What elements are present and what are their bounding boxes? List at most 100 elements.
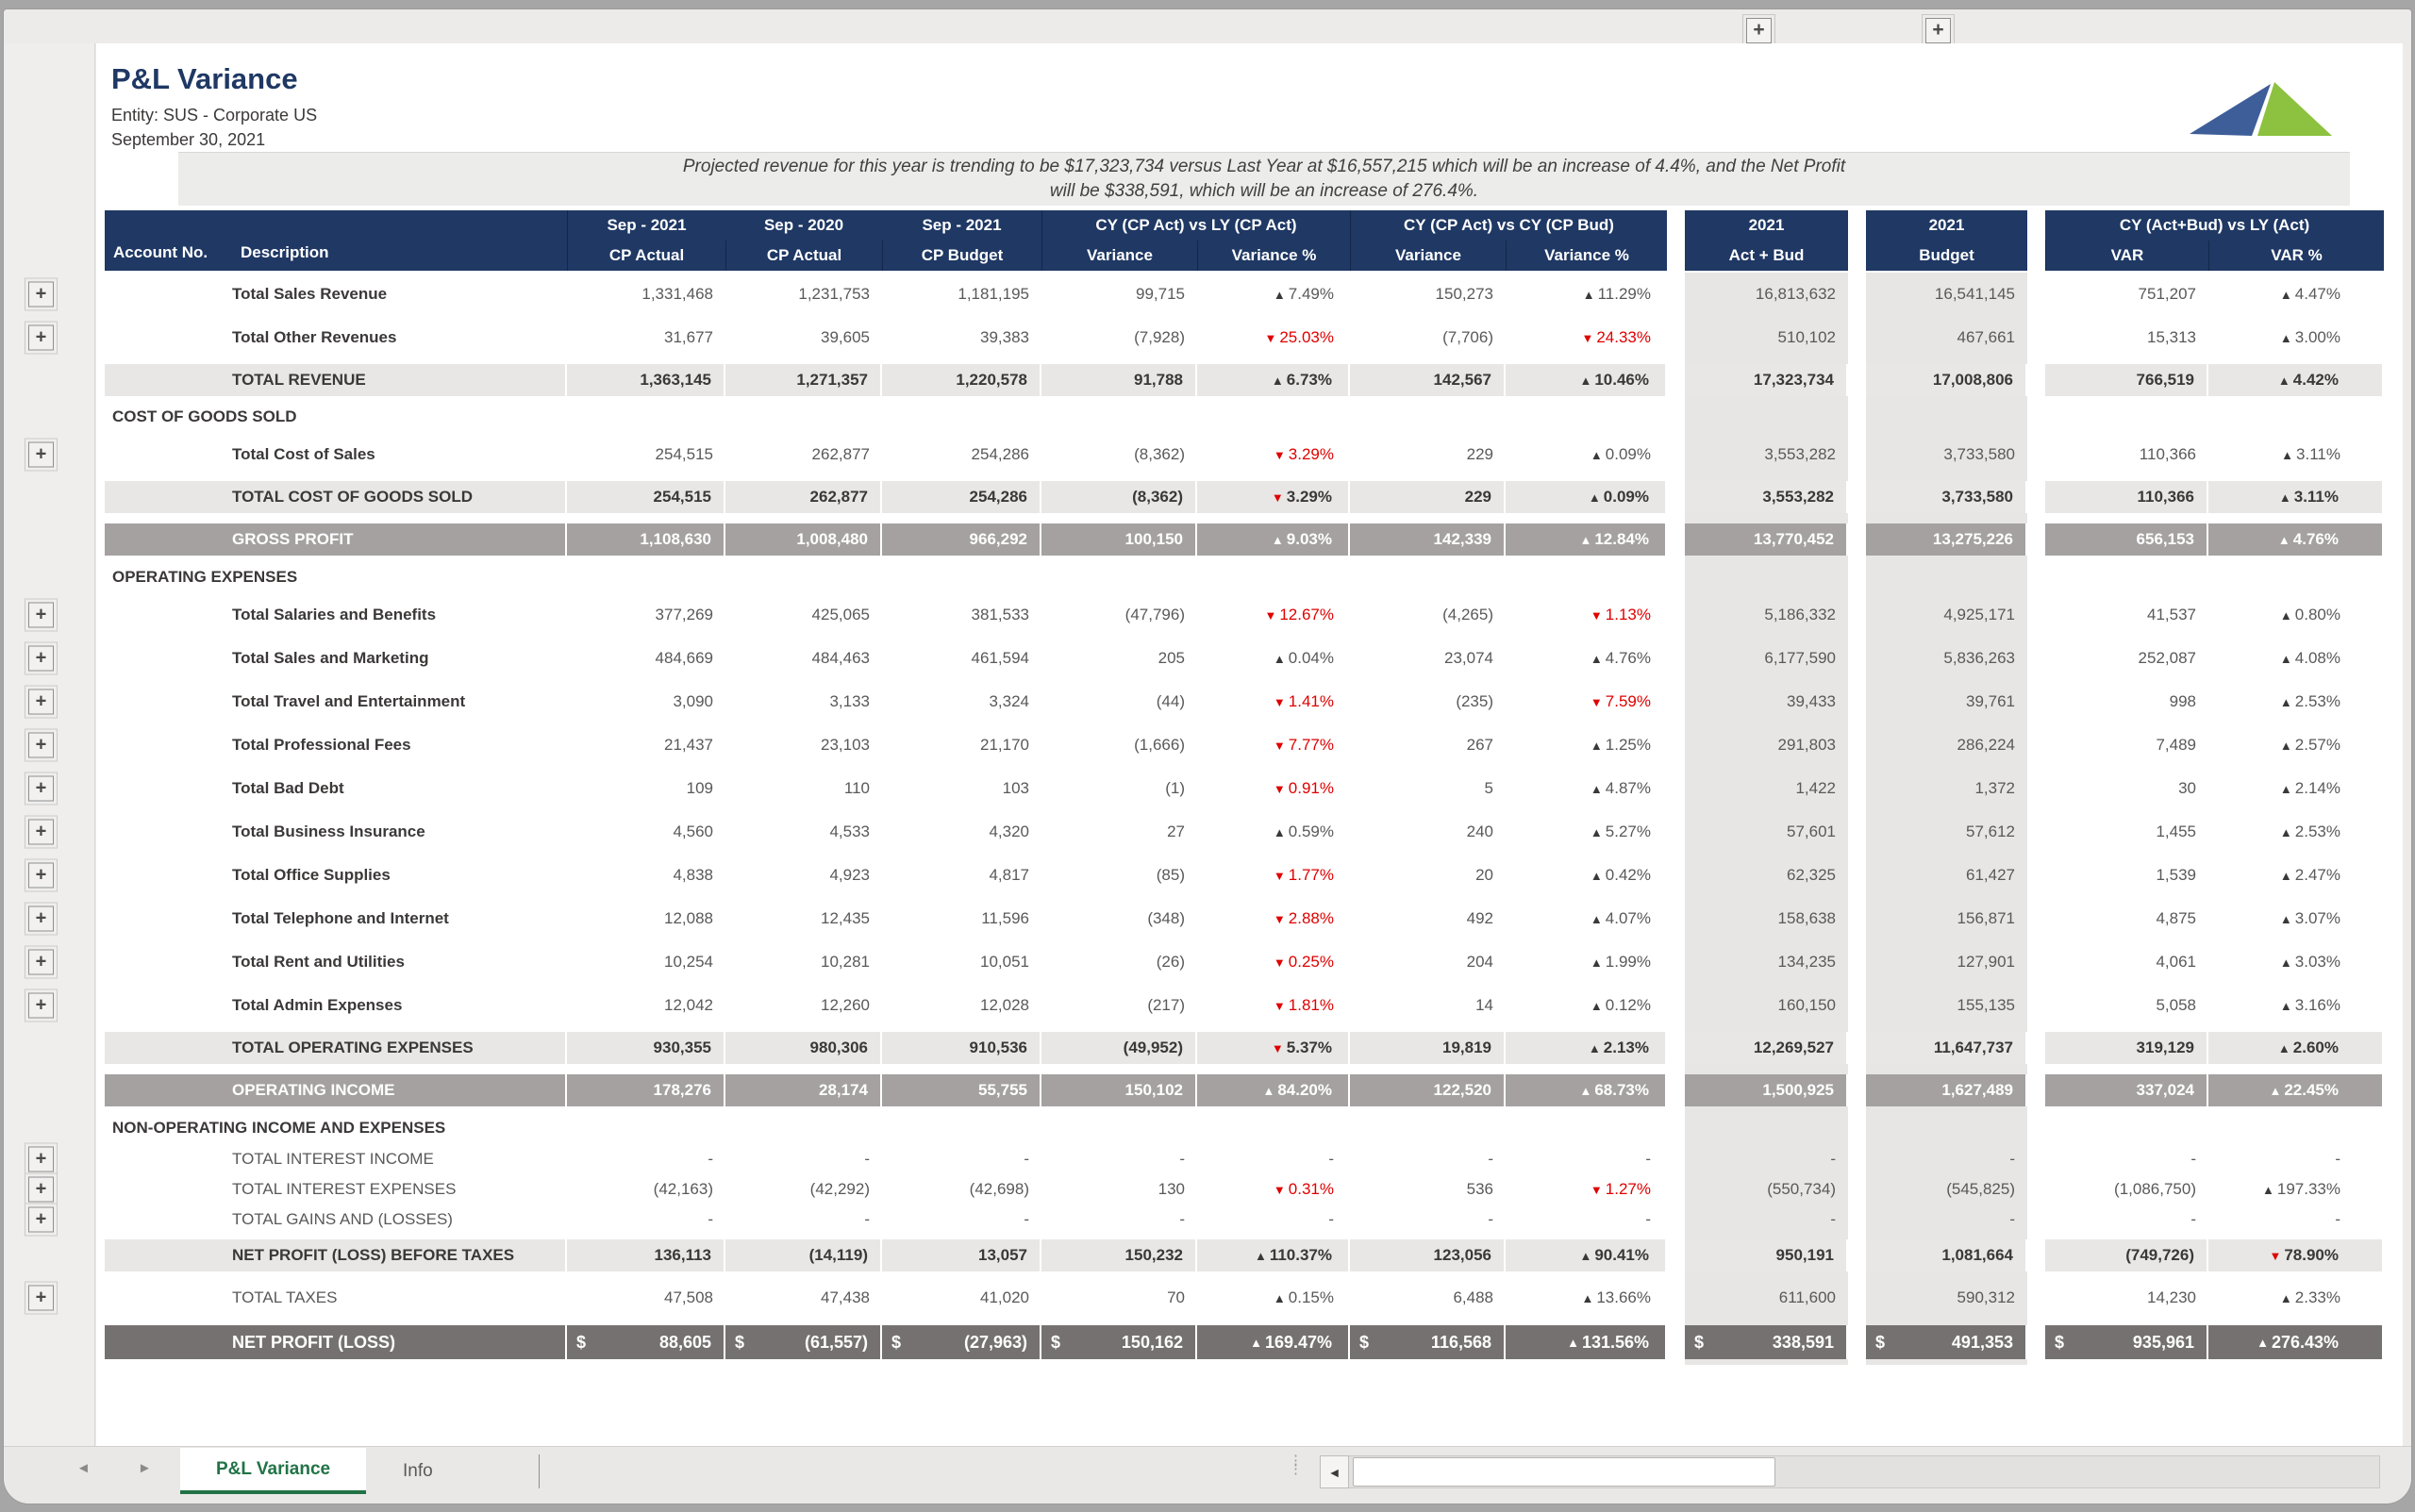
value-cell: ▲ 2.13% [1506,1032,1667,1064]
company-logo [2188,81,2340,144]
up-arrow-icon: ▲ [2269,1083,2282,1098]
value-cell: (749,726) [2045,1239,2208,1271]
table-row: + Total Salaries and Benefits 377,269 425,0… [28,593,2384,637]
up-arrow-icon: ▲ [1579,1083,1592,1098]
expand-row-button[interactable]: + [28,441,54,468]
value-cell: - [2190,1210,2196,1228]
value-cell: (1,086,750) [2114,1180,2196,1198]
value-cell: ▲ 131.56% [1506,1325,1667,1359]
table-row: + Total Sales Revenue 1,331,468 1,231,753 1,… [28,273,2384,316]
row-label: GROSS PROFIT [105,523,567,556]
col-header-actbud-label: Act + Bud [1728,246,1805,264]
value-cell: 31,677 [664,328,713,346]
collapse-columns-button-1[interactable]: + [1746,18,1772,43]
value-cell: 10,281 [821,953,870,971]
value-cell: 1,231,753 [798,285,870,303]
sheet-nav-left-icon[interactable]: ◄ [76,1460,91,1476]
value-cell: 254,515 [567,481,725,513]
value-cell: ▲ 2.57% [2279,736,2340,754]
tab-info[interactable]: Info [403,1460,433,1481]
value-cell: 41,020 [980,1288,1029,1306]
value-cell: 484,463 [811,649,870,667]
value-cell: (49,952) [1041,1032,1197,1064]
table-row: + Total Other Revenues 31,677 39,605 39,383 (… [28,316,2384,359]
expand-row-button[interactable]: + [28,906,54,932]
expand-row-button[interactable]: + [28,732,54,758]
horizontal-scrollbar-left-arrow-icon[interactable]: ◄ [1320,1455,1349,1488]
expand-row-button[interactable]: + [28,602,54,628]
value-cell: ▲ 3.00% [2279,328,2340,346]
value-cell: ▲ 12.84% [1506,523,1667,556]
down-arrow-icon: ▼ [1590,607,1603,623]
summary-note: Projected revenue for this year is trend… [178,152,2350,206]
summary-note-line1: Projected revenue for this year is trend… [682,157,1846,176]
expand-row-button[interactable]: + [28,1285,54,1311]
expand-row-button[interactable]: + [28,862,54,889]
value-cell: 980,306 [725,1032,882,1064]
up-arrow-icon: ▲ [1590,738,1603,753]
group-header-bud: CY (CP Act) vs CY (CP Bud) [1350,210,1667,241]
value-cell: ▲ 4.07% [1590,909,1651,927]
up-arrow-icon: ▲ [2279,607,2292,623]
value-cell: ▲ 3.16% [2279,996,2340,1014]
expand-row-button[interactable]: + [28,819,54,845]
tab-scroll-splitter[interactable]: ⋮ ⋮ [1289,1453,1303,1477]
up-arrow-icon: ▲ [1588,490,1601,505]
value-cell: - [1024,1150,1029,1168]
value-cell: 91,788 [1041,364,1197,396]
value-cell: 377,269 [655,606,713,623]
value-cell: - [864,1210,870,1228]
value-cell: ▼ 2.88% [1273,909,1334,927]
expand-row-button[interactable]: + [28,1176,54,1203]
value-cell: 4,923 [829,866,870,884]
value-cell: 123,056 [1350,1239,1506,1271]
table-header: Account No. Description Sep - 2021 Sep -… [105,210,2384,271]
currency-symbol: $ [1694,1332,1705,1352]
value-cell: 1,271,357 [725,364,882,396]
horizontal-scrollbar-thumb[interactable] [1353,1457,1775,1487]
expand-row-button[interactable]: + [28,645,54,672]
value-cell: 12,042 [664,996,713,1014]
down-arrow-icon: ▼ [1273,738,1286,753]
value-cell: ▲ 2.60% [2208,1032,2384,1064]
value-cell: ▼ 3.29% [1197,481,1350,513]
value-cell: 1,539 [2156,866,2196,884]
value-cell: 122,520 [1350,1074,1506,1106]
value-cell: ▼ 1.13% [1590,606,1651,623]
table-row: + Total Business Insurance 4,560 4,533 4,320… [28,810,2384,854]
expand-row-button[interactable]: + [28,1146,54,1172]
expand-row-button[interactable]: + [28,324,54,351]
value-cell: 156,871 [1957,909,2015,927]
header-block-actbud [1685,210,1848,271]
value-cell: 12,260 [821,996,870,1014]
down-arrow-icon: ▼ [1581,330,1594,345]
value-cell: (47,796) [1124,606,1185,623]
tab-pnl-variance[interactable]: P&L Variance [180,1448,367,1494]
down-arrow-icon: ▼ [1271,1040,1284,1055]
expand-row-button[interactable]: + [28,775,54,802]
expand-row-button[interactable]: + [28,1206,54,1233]
value-cell: 150,102 [1041,1074,1197,1106]
value-cell: ▲ 0.04% [1273,649,1334,667]
value-cell: - [2009,1150,2015,1168]
col-header-actbud-year: 2021 [1748,216,1785,234]
group-header-ly: CY (CP Act) vs LY (CP Act) [1041,210,1350,241]
up-arrow-icon: ▲ [2279,651,2292,666]
value-cell: 5 [1484,779,1493,797]
value-cell: 39,433 [1787,692,1836,710]
value-cell: 11,596 [981,909,1029,927]
collapse-columns-button-2[interactable]: + [1925,18,1951,43]
value-cell: ▲ 1.25% [1590,736,1651,754]
expand-row-button[interactable]: + [28,281,54,307]
up-arrow-icon: ▲ [2279,738,2292,753]
table-row: + TOTAL TAXES 47,508 47,438 41,020 70 ▲ 0.15% 6,… [28,1276,2384,1320]
value-cell: (1,666) [1134,736,1185,754]
value-cell: ▲ 0.09% [1506,481,1667,513]
expand-row-button[interactable]: + [28,949,54,975]
table-row: NET PROFIT (LOSS) $88,605 $ (61,557) $ (27,96… [105,1325,2384,1359]
expand-row-button[interactable]: + [28,992,54,1019]
expand-row-button[interactable]: + [28,689,54,715]
value-cell: 267 [1466,736,1493,754]
value-cell: 110 [843,779,870,797]
sheet-nav-right-icon[interactable]: ► [138,1460,152,1476]
